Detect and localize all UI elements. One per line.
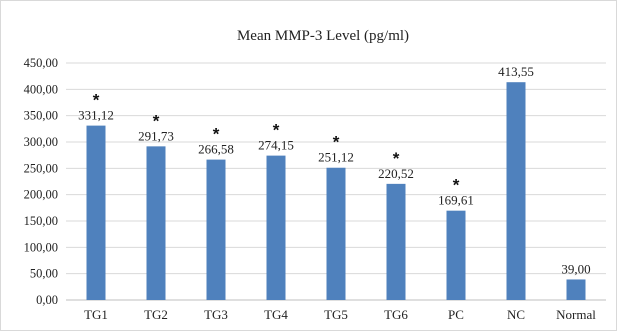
x-tick-label: NC bbox=[507, 307, 525, 322]
bar-pc bbox=[446, 210, 466, 300]
data-labels: *331,12 *291,73 *266,58*274,15 *251,12 *220,… bbox=[78, 64, 591, 276]
bar-tg5 bbox=[326, 167, 346, 300]
data-label: 413,55 bbox=[498, 64, 534, 79]
significance-mark: * bbox=[213, 125, 220, 144]
significance-mark: * bbox=[333, 133, 340, 152]
y-tick-label: 0,00 bbox=[36, 293, 58, 307]
chart-title: Mean MMP-3 Level (pg/ml) bbox=[237, 28, 409, 44]
y-tick-label: 50,00 bbox=[30, 267, 58, 281]
y-tick-label: 150,00 bbox=[24, 214, 58, 228]
y-tick-label: 300,00 bbox=[24, 135, 58, 149]
y-tick-label: 250,00 bbox=[24, 161, 58, 175]
x-tick-label: TG4 bbox=[264, 307, 288, 322]
x-tick-label: TG1 bbox=[84, 307, 108, 322]
x-tick-label: PC bbox=[448, 307, 464, 322]
significance-mark: * bbox=[93, 91, 100, 110]
y-tick-label: 100,00 bbox=[24, 240, 58, 254]
bar-tg1 bbox=[86, 125, 106, 300]
y-tick-label: 350,00 bbox=[24, 109, 58, 123]
x-tick-label: TG3 bbox=[204, 307, 228, 322]
data-label: 331,12 bbox=[78, 108, 114, 123]
significance-mark: * bbox=[153, 111, 160, 130]
x-tick-label: TG5 bbox=[324, 307, 348, 322]
data-label: 251,12 bbox=[318, 150, 354, 165]
data-label: 220,52 bbox=[378, 166, 414, 181]
data-label: 291,73 bbox=[138, 128, 174, 143]
x-tick-label: TG2 bbox=[144, 307, 168, 322]
y-tick-label: 400,00 bbox=[24, 82, 58, 96]
x-axis-categories: TG1 TG2 TG3 TG4 TG5 TG6 PC NC Normal bbox=[84, 307, 596, 322]
bar-tg3 bbox=[206, 159, 226, 300]
x-tick-label: TG6 bbox=[384, 307, 408, 322]
y-axis-ticks: 0,00 50,00 100,00 150,00 200,00 250,00 300,00 3… bbox=[24, 56, 58, 307]
data-label: 274,15 bbox=[258, 138, 294, 153]
significance-mark: * bbox=[273, 121, 280, 140]
significance-mark: * bbox=[453, 176, 460, 195]
x-tick-label: Normal bbox=[556, 307, 596, 322]
y-tick-label: 200,00 bbox=[24, 188, 58, 202]
significance-mark: * bbox=[393, 149, 400, 168]
data-label: 169,61 bbox=[438, 193, 474, 208]
y-tick-label: 450,00 bbox=[24, 56, 58, 70]
bar-tg2 bbox=[146, 146, 166, 300]
bar-nc bbox=[506, 82, 526, 301]
bars bbox=[86, 82, 586, 301]
data-label: 266,58 bbox=[198, 142, 234, 157]
data-label: 39,00 bbox=[561, 261, 590, 276]
bar-tg4 bbox=[266, 155, 286, 300]
bar-tg6 bbox=[386, 183, 406, 300]
bar-normal bbox=[566, 279, 586, 300]
